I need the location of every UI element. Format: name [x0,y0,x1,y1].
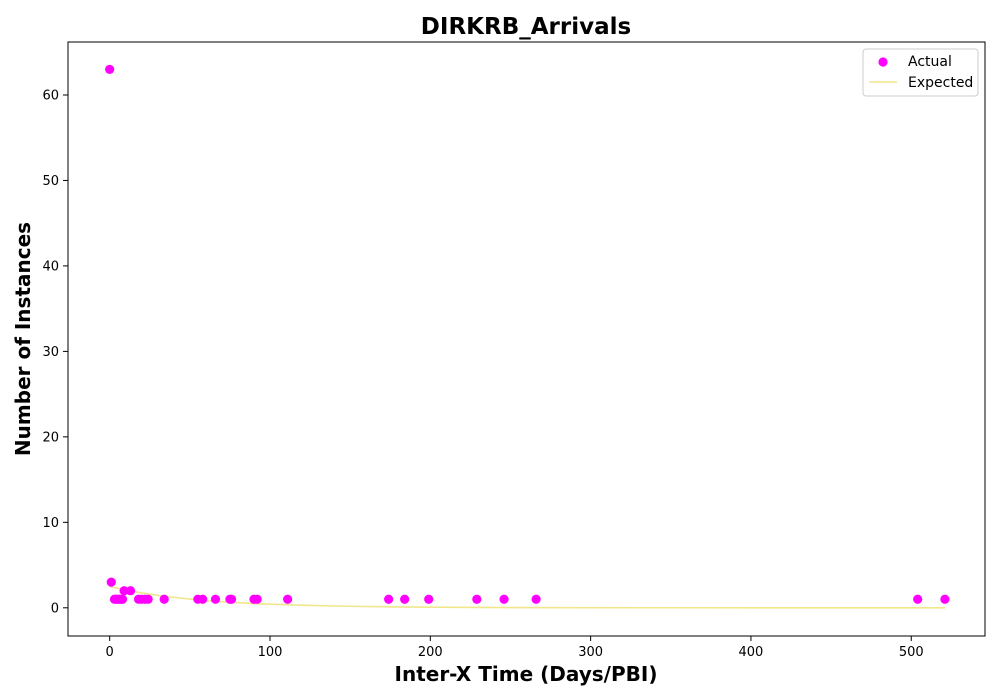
plot-area: 0 100 200 300 400 500 0 10 20 30 40 50 60 [42,41,986,660]
actual-data-point [472,594,482,604]
actual-data-point [106,577,116,587]
x-tick-label: 200 [418,645,443,660]
actual-data-point [125,586,136,596]
legend: Actual Expected [862,48,979,97]
legend-marker-actual [878,57,888,67]
actual-data-point [119,586,129,596]
legend-label-actual: Actual [908,54,952,70]
y-tick-label: 0 [51,601,59,616]
plot-frame [67,41,986,637]
actual-data-point [252,594,262,604]
actual-data-point [210,594,221,604]
y-tick-label: 60 [42,88,59,103]
actual-data-point [913,594,923,604]
y-tick-label: 20 [42,430,59,445]
actual-data-point [499,594,509,604]
x-tick-label: 300 [578,645,603,660]
x-tick-label: 500 [899,645,924,660]
actual-data-point [283,594,293,604]
chart-title: DIRKRB_Arrivals [421,14,631,40]
x-tick-label: 400 [739,645,764,660]
x-tick-label: 0 [106,645,114,660]
x-tick-label: 100 [258,645,283,660]
actual-data-point [198,594,208,604]
expected-line [109,585,945,609]
legend-label-expected: Expected [908,75,973,91]
x-axis-title: Inter-X Time (Days/PBI) [395,662,658,686]
actual-data-point [226,594,237,604]
actual-data-point [400,594,410,604]
y-tick-label: 40 [42,259,59,274]
y-tick-label: 10 [42,516,59,531]
actual-data-point [424,594,434,604]
actual-data-point [531,594,541,604]
actual-data-point [159,594,169,604]
actual-data-point [940,594,950,604]
actual-data-point [143,594,153,604]
y-axis-title: Number of Instances [11,222,35,456]
actual-data-point [384,594,394,604]
y-tick-label: 30 [42,345,59,360]
actual-data-point [105,64,115,74]
actual-data-point [117,594,128,604]
y-tick-label: 50 [42,174,59,189]
legend-box [862,48,979,97]
